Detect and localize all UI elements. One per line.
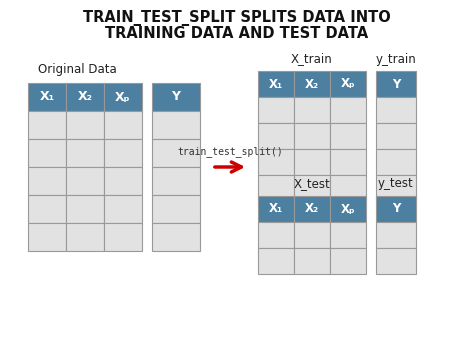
Bar [376, 123, 416, 149]
Bar [294, 248, 330, 274]
Text: y_train: y_train [375, 53, 416, 66]
Bar [258, 97, 294, 123]
Bar [294, 123, 330, 149]
Bar [376, 97, 416, 123]
Bar [258, 123, 294, 149]
Text: Y: Y [392, 78, 400, 91]
Text: Original Data: Original Data [38, 62, 117, 75]
Text: Xₚ: Xₚ [115, 91, 131, 104]
Bar [104, 83, 142, 111]
Text: Xₚ: Xₚ [341, 78, 356, 91]
Bar [28, 139, 66, 167]
Text: X_train: X_train [291, 53, 333, 66]
Text: Y: Y [392, 203, 400, 216]
Bar [294, 222, 330, 248]
Bar [294, 196, 330, 222]
Bar [376, 222, 416, 248]
Text: Y: Y [172, 91, 181, 104]
Text: X₂: X₂ [78, 91, 92, 104]
Text: X₂: X₂ [305, 78, 319, 91]
Bar [28, 83, 66, 111]
Bar [376, 71, 416, 97]
Bar [330, 97, 366, 123]
Bar [104, 167, 142, 195]
Bar [330, 248, 366, 274]
Text: X₁: X₁ [269, 203, 283, 216]
Bar [330, 71, 366, 97]
Bar [66, 111, 104, 139]
Bar [258, 222, 294, 248]
Bar [28, 111, 66, 139]
Bar [104, 111, 142, 139]
Bar [330, 196, 366, 222]
Bar [66, 195, 104, 223]
Text: train_test_split(): train_test_split() [177, 146, 283, 157]
Bar [258, 71, 294, 97]
Bar [152, 195, 200, 223]
Bar [66, 167, 104, 195]
Text: X₁: X₁ [269, 78, 283, 91]
Bar [294, 97, 330, 123]
Bar [66, 139, 104, 167]
Bar [104, 139, 142, 167]
Bar [104, 195, 142, 223]
Bar [294, 149, 330, 175]
Bar [152, 139, 200, 167]
Bar [258, 196, 294, 222]
Bar [152, 223, 200, 251]
Text: TRAIN_TEST_SPLIT SPLITS DATA INTO: TRAIN_TEST_SPLIT SPLITS DATA INTO [83, 10, 391, 26]
Bar [152, 111, 200, 139]
Bar [330, 123, 366, 149]
Text: y_test: y_test [378, 178, 414, 191]
Bar [28, 223, 66, 251]
Text: Xₚ: Xₚ [341, 203, 356, 216]
Bar [330, 222, 366, 248]
Bar [330, 149, 366, 175]
Bar [152, 83, 200, 111]
Bar [28, 195, 66, 223]
Bar [66, 223, 104, 251]
Bar [330, 175, 366, 201]
Bar [104, 223, 142, 251]
Bar [294, 71, 330, 97]
Bar [376, 248, 416, 274]
Bar [258, 175, 294, 201]
Bar [258, 248, 294, 274]
Bar [258, 149, 294, 175]
Bar [376, 175, 416, 201]
Text: TRAINING DATA AND TEST DATA: TRAINING DATA AND TEST DATA [105, 26, 369, 41]
Bar [376, 196, 416, 222]
Text: X₂: X₂ [305, 203, 319, 216]
Bar [294, 175, 330, 201]
Bar [66, 83, 104, 111]
Bar [376, 149, 416, 175]
Bar [28, 167, 66, 195]
Bar [152, 167, 200, 195]
Text: X_test: X_test [293, 178, 330, 191]
Text: X₁: X₁ [39, 91, 55, 104]
